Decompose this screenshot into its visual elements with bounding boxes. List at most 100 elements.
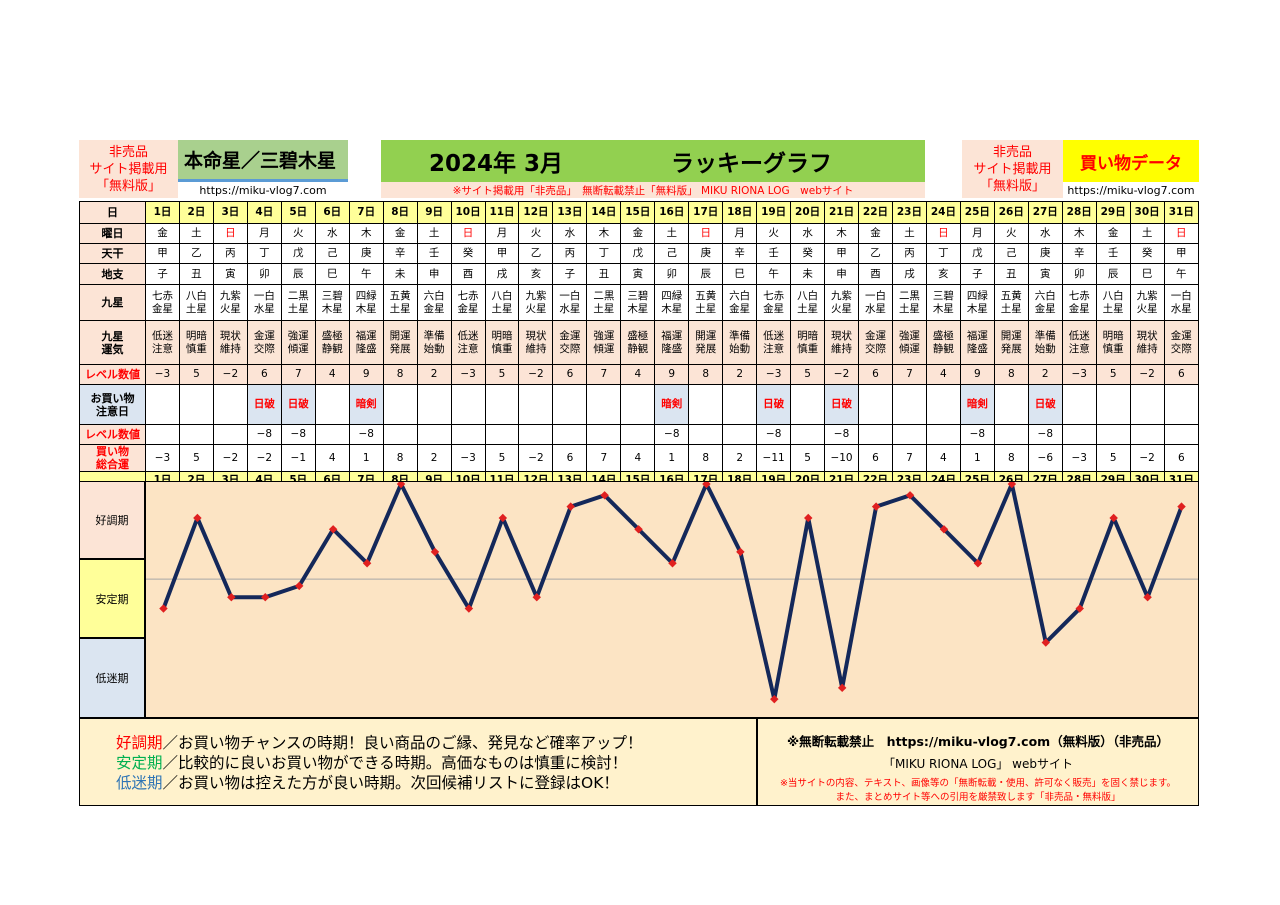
total-cell: 5 [790, 444, 826, 472]
warn-cell [620, 384, 656, 425]
level-cell: 2 [722, 364, 758, 385]
level-cell: 5 [1095, 364, 1131, 385]
unki-line2: 交際 [864, 342, 886, 355]
warn-cell [722, 384, 758, 425]
unki-cell: 明暗 慎重 [178, 320, 214, 365]
kyusei-cell: 五黄 土星 [688, 284, 724, 321]
kyusei-cell: 四緑 木星 [348, 284, 384, 321]
unki-line1: 低迷 [457, 329, 479, 342]
kyusei-line1: 五黄 [389, 289, 411, 302]
tenkan-cell: 甲 [145, 243, 180, 264]
day-cell: 9日 [416, 201, 452, 224]
day-cell: 2日 [178, 201, 214, 224]
unki-line2: 始動 [423, 342, 445, 355]
kyusei-line2: 火星 [525, 302, 547, 315]
kyusei-line1: 一白 [864, 289, 886, 302]
copyright-panel: ※無断転載禁止 https://miku-vlog7.com（無料版）（非売品）… [757, 718, 1199, 806]
unki-line1: 福運 [355, 329, 377, 342]
total-cell: −2 [212, 444, 248, 472]
unki-line1: 現状 [1136, 329, 1158, 342]
warn-cell [790, 384, 826, 425]
level2-cell [925, 424, 961, 445]
unki-cell: 低迷 注意 [145, 320, 180, 365]
warn-cell [416, 384, 452, 425]
day-cell: 27日 [1027, 201, 1063, 224]
unki-cell: 金運 交際 [552, 320, 588, 365]
weekday-cell: 日 [1163, 223, 1200, 244]
kyusei-cell: 四緑 木星 [959, 284, 995, 321]
tenkan-cell: 庚 [688, 243, 724, 264]
kyusei-cell: 三碧 木星 [925, 284, 961, 321]
kyusei-cell: 七赤 金星 [450, 284, 486, 321]
level-cell: −2 [518, 364, 554, 385]
lucky-graph [145, 481, 1199, 718]
unki-line1: 盛極 [932, 329, 954, 342]
unki-line1: 盛極 [321, 329, 343, 342]
total-cell: 8 [993, 444, 1029, 472]
unki-cell: 金運 交際 [858, 320, 893, 365]
level2-cell [518, 424, 554, 445]
kyusei-line2: 金星 [1068, 302, 1090, 315]
kyusei-line2: 木星 [355, 302, 377, 315]
unki-cell: 強運 傾運 [280, 320, 316, 365]
level2-cell [790, 424, 826, 445]
kyusei-line1: 七赤 [457, 289, 479, 302]
level-cell: 6 [552, 364, 588, 385]
unki-line1: 現状 [219, 329, 241, 342]
chishi-cell: 酉 [858, 263, 893, 285]
day-cell: 14日 [586, 201, 622, 224]
unki-label: 九星 運気 [79, 320, 146, 365]
unki-line2: 注意 [151, 342, 173, 355]
data-point [430, 547, 440, 557]
warn-cell [450, 384, 486, 425]
day-cell: 31日 [1163, 201, 1200, 224]
tenkan-cell: 丁 [246, 243, 282, 264]
kyusei-line1: 九紫 [525, 289, 547, 302]
chishi-cell: 亥 [925, 263, 961, 285]
kyusei-line2: 土星 [389, 302, 411, 315]
chishi-cell: 戌 [484, 263, 520, 285]
tenkan-cell: 癸 [790, 243, 826, 264]
total-cell: 6 [858, 444, 893, 472]
total-cell: 8 [688, 444, 724, 472]
tenkan-cell: 乙 [858, 243, 893, 264]
nfs-left-3: 「無料版」 [95, 178, 161, 194]
level-cell: 9 [654, 364, 690, 385]
day-cell: 15日 [620, 201, 656, 224]
legend-panel: 好調期／お買い物チャンスの時期！良い商品のご縁、発見など確率アップ！ 安定期／比… [79, 718, 757, 806]
tenkan-cell: 辛 [382, 243, 418, 264]
chishi-cell: 辰 [280, 263, 316, 285]
day-cell: 11日 [484, 201, 520, 224]
legend-stable-term: 安定期 [116, 754, 163, 772]
level2-cell [382, 424, 418, 445]
weekday-cell: 土 [178, 223, 214, 244]
unki-cell: 強運 傾運 [891, 320, 927, 365]
day-cell: 8日 [382, 201, 418, 224]
level2-cell: −8 [280, 424, 316, 445]
chishi-cell: 巳 [314, 263, 350, 285]
total-cell: −1 [280, 444, 316, 472]
kyusei-cell: 一白 水星 [858, 284, 893, 321]
unki-line1: 金運 [1170, 329, 1192, 342]
total-cell: 5 [178, 444, 214, 472]
tenkan-cell: 乙 [518, 243, 554, 264]
level2-cell: −8 [654, 424, 690, 445]
total-cell: 6 [552, 444, 588, 472]
total-cell: 1 [959, 444, 995, 472]
chishi-cell: 午 [756, 263, 792, 285]
tenkan-cell: 壬 [1095, 243, 1131, 264]
kyusei-cell: 九紫 火星 [1129, 284, 1165, 321]
tenkan-cell: 丁 [586, 243, 622, 264]
zone-good: 好調期 [79, 481, 145, 559]
day-cell: 26日 [993, 201, 1029, 224]
level2-cell [178, 424, 214, 445]
kyusei-line2: 火星 [219, 302, 241, 315]
kyusei-line1: 三碧 [932, 289, 954, 302]
unki-line2: 傾運 [898, 342, 920, 355]
weekday-cell: 日 [925, 223, 961, 244]
level-cell: −2 [824, 364, 860, 385]
level-cell: −2 [212, 364, 248, 385]
unki-line2: 慎重 [797, 342, 819, 355]
unki-cell: 開運 発展 [382, 320, 418, 365]
legend-good-text: ／お買い物チャンスの時期！良い商品のご縁、発見など確率アップ！ [162, 734, 643, 752]
